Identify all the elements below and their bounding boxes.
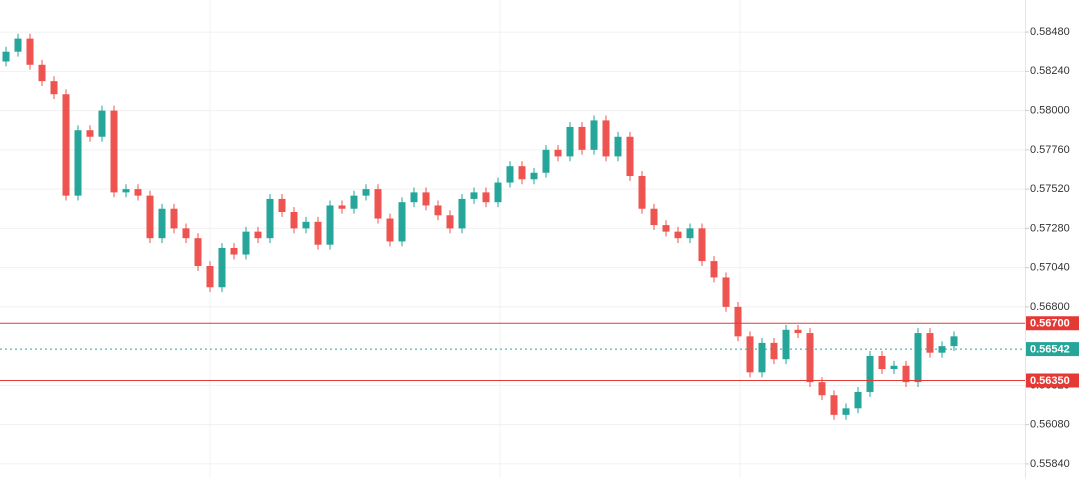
candle-body xyxy=(782,329,790,360)
candle-body xyxy=(638,176,646,209)
price-label-box xyxy=(1026,342,1079,357)
candle-body xyxy=(170,208,178,229)
candle-body xyxy=(86,130,94,137)
candle-body xyxy=(902,365,910,383)
candle-body xyxy=(62,94,70,196)
candle-body xyxy=(650,208,658,226)
candle-body xyxy=(326,205,334,245)
candle-body xyxy=(434,205,442,216)
candle-body xyxy=(914,333,922,383)
candle-body xyxy=(254,231,262,239)
candle-body xyxy=(806,333,814,383)
candle-body xyxy=(194,238,202,266)
candle-body xyxy=(38,64,46,82)
y-tick-label: 0.57760 xyxy=(1030,144,1070,156)
candle-body xyxy=(374,189,382,219)
candle-body xyxy=(842,408,850,415)
candle-body xyxy=(890,365,898,370)
candle-body xyxy=(446,215,454,229)
candle-body xyxy=(14,38,22,52)
candle-body xyxy=(218,247,226,288)
candle-body xyxy=(602,120,610,157)
candle-body xyxy=(422,192,430,206)
candle-body xyxy=(338,205,346,209)
candle-body xyxy=(926,333,934,353)
candle-body xyxy=(770,342,778,360)
candle-body xyxy=(110,110,118,193)
price-label-box xyxy=(1026,373,1079,388)
candle-body xyxy=(506,166,514,183)
y-tick-label: 0.57520 xyxy=(1030,183,1070,195)
candle-body xyxy=(206,265,214,288)
price-label: 0.56542 xyxy=(1030,344,1070,356)
candle-body xyxy=(722,277,730,307)
candle-body xyxy=(266,198,274,239)
candle-body xyxy=(614,136,622,157)
candle-body xyxy=(662,225,670,232)
y-tick-label: 0.58240 xyxy=(1030,65,1070,77)
candle-body xyxy=(458,198,466,229)
candle-body xyxy=(554,149,562,157)
candle-body xyxy=(626,136,634,177)
candle-body xyxy=(2,51,10,62)
candle-body xyxy=(26,38,34,65)
candle-body xyxy=(146,195,154,239)
candle-body xyxy=(590,120,598,150)
candle-body xyxy=(398,202,406,242)
candle-body xyxy=(758,342,766,373)
candle-body xyxy=(698,228,706,262)
candle-body xyxy=(566,126,574,157)
candle-body xyxy=(950,336,958,347)
candle-body xyxy=(74,130,82,196)
candle-body xyxy=(830,395,838,415)
candle-body xyxy=(578,126,586,150)
y-tick-label: 0.57040 xyxy=(1030,262,1070,274)
candle-body xyxy=(794,329,802,334)
candle-body xyxy=(866,355,874,392)
candle-body xyxy=(242,231,250,255)
candle-body xyxy=(302,221,310,229)
candle-body xyxy=(542,149,550,173)
candle-body xyxy=(674,231,682,239)
price-label: 0.56350 xyxy=(1030,375,1070,387)
candle-body xyxy=(878,355,886,370)
y-tick-label: 0.57280 xyxy=(1030,222,1070,234)
candle-body xyxy=(314,221,322,245)
candle-body xyxy=(290,212,298,229)
candle-body xyxy=(494,182,502,203)
candle-body xyxy=(182,228,190,239)
candle-body xyxy=(134,189,142,196)
candle-body xyxy=(530,172,538,180)
candle-body xyxy=(278,198,286,213)
candle-body xyxy=(158,208,166,239)
candle-body xyxy=(350,195,358,209)
candle-body xyxy=(686,228,694,239)
candle-body xyxy=(410,192,418,203)
candle-body xyxy=(818,382,826,396)
candle-body xyxy=(50,81,58,95)
candle-body xyxy=(854,391,862,409)
y-tick-label: 0.56080 xyxy=(1030,419,1070,431)
candle-body xyxy=(710,261,718,278)
candle-body xyxy=(482,192,490,203)
price-label-box xyxy=(1026,316,1079,331)
candle-body xyxy=(362,189,370,196)
candle-body xyxy=(734,306,742,337)
price-label: 0.56700 xyxy=(1030,318,1070,330)
candle-body xyxy=(122,189,130,193)
y-tick-label: 0.58480 xyxy=(1030,26,1070,38)
candle-body xyxy=(470,192,478,199)
vertical-grid xyxy=(209,0,741,478)
y-tick-label: 0.55840 xyxy=(1030,458,1070,470)
candle-body xyxy=(386,218,394,242)
candle-body xyxy=(98,110,106,137)
y-tick-label: 0.58000 xyxy=(1030,104,1070,116)
y-tick-label: 0.56800 xyxy=(1030,301,1070,313)
candle-body xyxy=(746,336,754,373)
candle-body xyxy=(518,166,526,180)
candle-body xyxy=(230,247,238,255)
